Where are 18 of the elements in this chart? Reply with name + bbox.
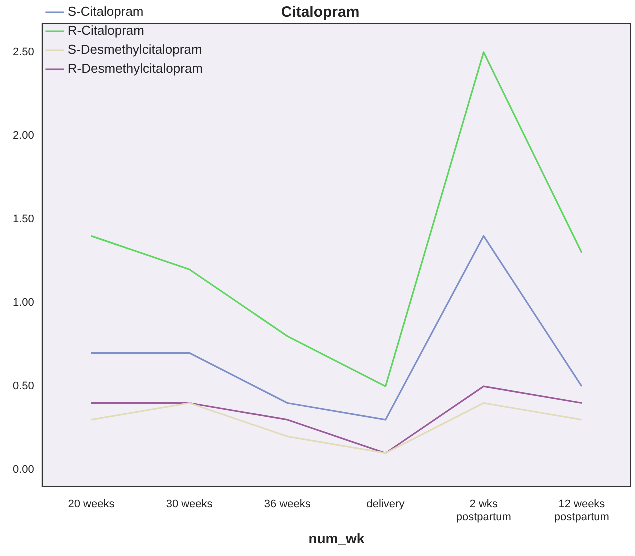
legend-label: R-Desmethylcitalopram	[68, 61, 204, 76]
chart-title: Citalopram	[281, 4, 360, 22]
legend-label: S-Citalopram	[68, 4, 144, 20]
legend-label: R-Citalopram	[68, 23, 144, 38]
x-tick-label: 20 weeks	[68, 498, 116, 510]
y-tick-label: 1.00	[12, 297, 34, 310]
legend-label: S-Desmethylcitalopram	[68, 42, 202, 58]
y-tick-label: 0.50	[12, 380, 34, 393]
x-tick-label: delivery	[366, 498, 406, 510]
x-tick-label: 36 weeks	[264, 498, 312, 510]
y-tick-label: 0.00	[12, 464, 34, 476]
y-tick-label: 2.50	[12, 46, 34, 58]
y-tick-label: 1.50	[12, 214, 34, 226]
y-tick-label: 2.00	[12, 130, 34, 142]
x-tick-label: 30 weeks	[166, 498, 214, 510]
x-axis-title: num_wk	[308, 530, 365, 546]
x-tick-label: 2 wks postpartum	[456, 498, 512, 524]
x-tick-label: 12 weeks postpartum	[554, 498, 610, 524]
